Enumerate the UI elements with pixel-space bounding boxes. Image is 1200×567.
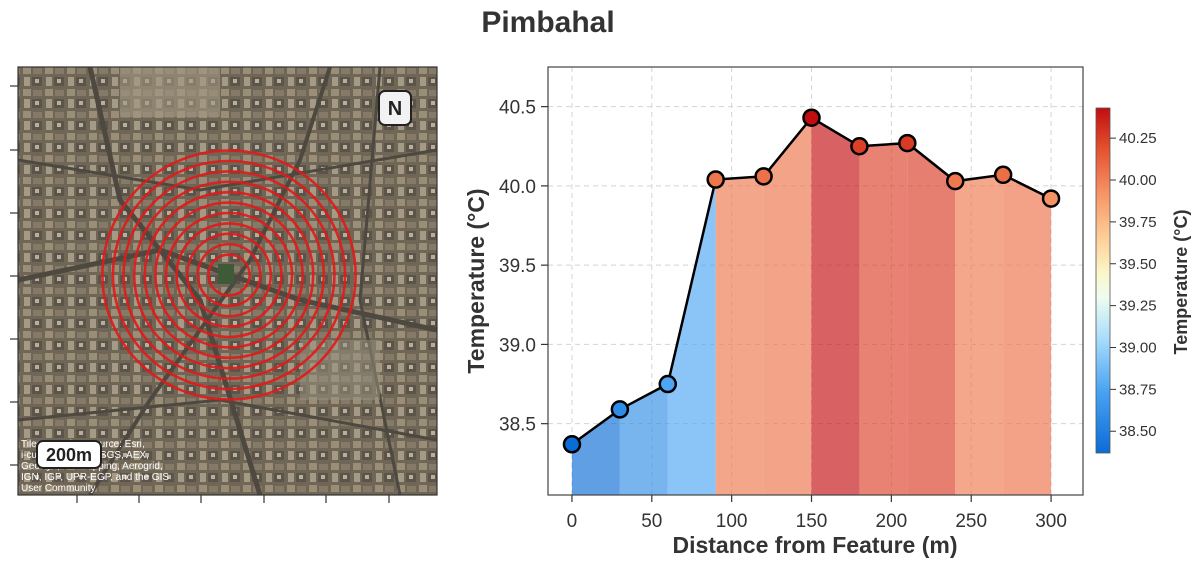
north-label: N (388, 98, 402, 120)
plot-frame (547, 66, 1084, 496)
x-tick-label: 200 (876, 511, 908, 532)
data-point (945, 171, 965, 191)
x-tick-label: 300 (1035, 511, 1067, 532)
scale-bar: 200m (36, 440, 102, 469)
x-tick-label: 0 (567, 511, 578, 532)
courtyard-block (120, 67, 220, 117)
buffer-rings (101, 149, 357, 401)
attribution-line: IGN, IGP, UPR-EGP, and the GIS (21, 472, 169, 483)
y-tick-label: 39.0 (499, 335, 536, 356)
colorbar-ticks: 38.50 38.75 39.00 39.25 39.50 39.75 40.00 40.25 (1110, 130, 1157, 440)
temperature-band (1003, 174, 1052, 495)
y-tick-label: 38.5 (499, 415, 536, 436)
open-ground (300, 340, 380, 400)
data-point (993, 165, 1013, 185)
temperature-band (667, 179, 716, 495)
colorbar-frame (1095, 107, 1111, 454)
temperature-band (619, 384, 668, 495)
temperature-band (955, 174, 1004, 495)
temperature-band (715, 176, 764, 495)
temperature-band (571, 409, 620, 495)
line-chart: 0 50 100 150 200 250 300 38.539.039.540.040.5 … (463, 66, 1084, 558)
x-axis-ticks: 0 50 100 150 200 250 300 (567, 495, 1067, 532)
colorbar-tick-label: 38.75 (1119, 381, 1157, 398)
map-bottom-ticks (76, 495, 390, 503)
scale-label: 200m (46, 445, 92, 465)
map-frame (17, 66, 438, 496)
buffer-ring (154, 201, 304, 349)
attribution-line: User Community (21, 483, 95, 494)
x-tick-label: 50 (641, 511, 662, 532)
map-left-ticks (10, 85, 18, 466)
data-point (802, 108, 821, 127)
colorbar-tick-label: 39.00 (1119, 339, 1157, 356)
data-points (562, 108, 1061, 454)
data-point (754, 167, 773, 186)
y-tick-label: 40.0 (499, 177, 536, 198)
colorbar-tick-label: 40.25 (1119, 130, 1157, 147)
buffer-ring (143, 190, 315, 360)
buffer-ring (122, 170, 336, 380)
figure-title: Pimbahal (481, 6, 614, 39)
buffer-ring (175, 222, 283, 328)
buffer-ring (101, 149, 357, 401)
y-tick-label: 40.5 (499, 98, 536, 119)
data-point (610, 400, 630, 419)
temperature-band (811, 117, 860, 495)
colorbar-gradient (1096, 108, 1110, 453)
y-axis-label: Temperature (°C) (463, 188, 489, 373)
colorbar-tick-label: 40.00 (1119, 172, 1157, 189)
data-point (1041, 189, 1061, 208)
colorbar-label: Temperature (°C) (1171, 210, 1191, 355)
x-tick-label: 250 (955, 511, 987, 532)
north-arrow: N (378, 90, 412, 126)
buffer-ring (196, 242, 262, 308)
buffer-ring (111, 159, 347, 391)
temperature-bands (571, 117, 1052, 495)
buffer-ring (207, 253, 251, 297)
buffer-ring (185, 232, 273, 318)
colorbar-tick-label: 39.75 (1119, 214, 1157, 231)
data-point (658, 374, 678, 394)
buffer-ring (132, 180, 326, 370)
data-point (850, 137, 869, 156)
y-axis-ticks: 38.5 39.0 39.5 40.0 40.5 (499, 98, 548, 436)
x-tick-label: 100 (716, 511, 748, 532)
feature-site (218, 264, 234, 284)
data-point (706, 170, 725, 189)
colorbar: 38.50 38.75 39.00 39.25 39.50 39.75 40.00 40.25… (1095, 107, 1191, 454)
map-panel: N Tiles © Esri — Source: Esri,i-cubed, U… (10, 66, 438, 503)
buffer-ring (164, 211, 294, 339)
x-tick-label: 150 (796, 511, 828, 532)
temperature-band (907, 143, 956, 495)
temperature-band (763, 117, 812, 495)
colorbar-tick-label: 38.50 (1119, 423, 1157, 440)
colorbar-tick-label: 39.25 (1119, 298, 1157, 315)
data-point (562, 435, 582, 454)
y-tick-label: 39.5 (499, 256, 536, 277)
data-point (898, 133, 917, 153)
colorbar-tick-label: 39.50 (1119, 256, 1157, 273)
temperature-band (859, 143, 908, 495)
x-axis-label: Distance from Feature (m) (672, 532, 957, 558)
